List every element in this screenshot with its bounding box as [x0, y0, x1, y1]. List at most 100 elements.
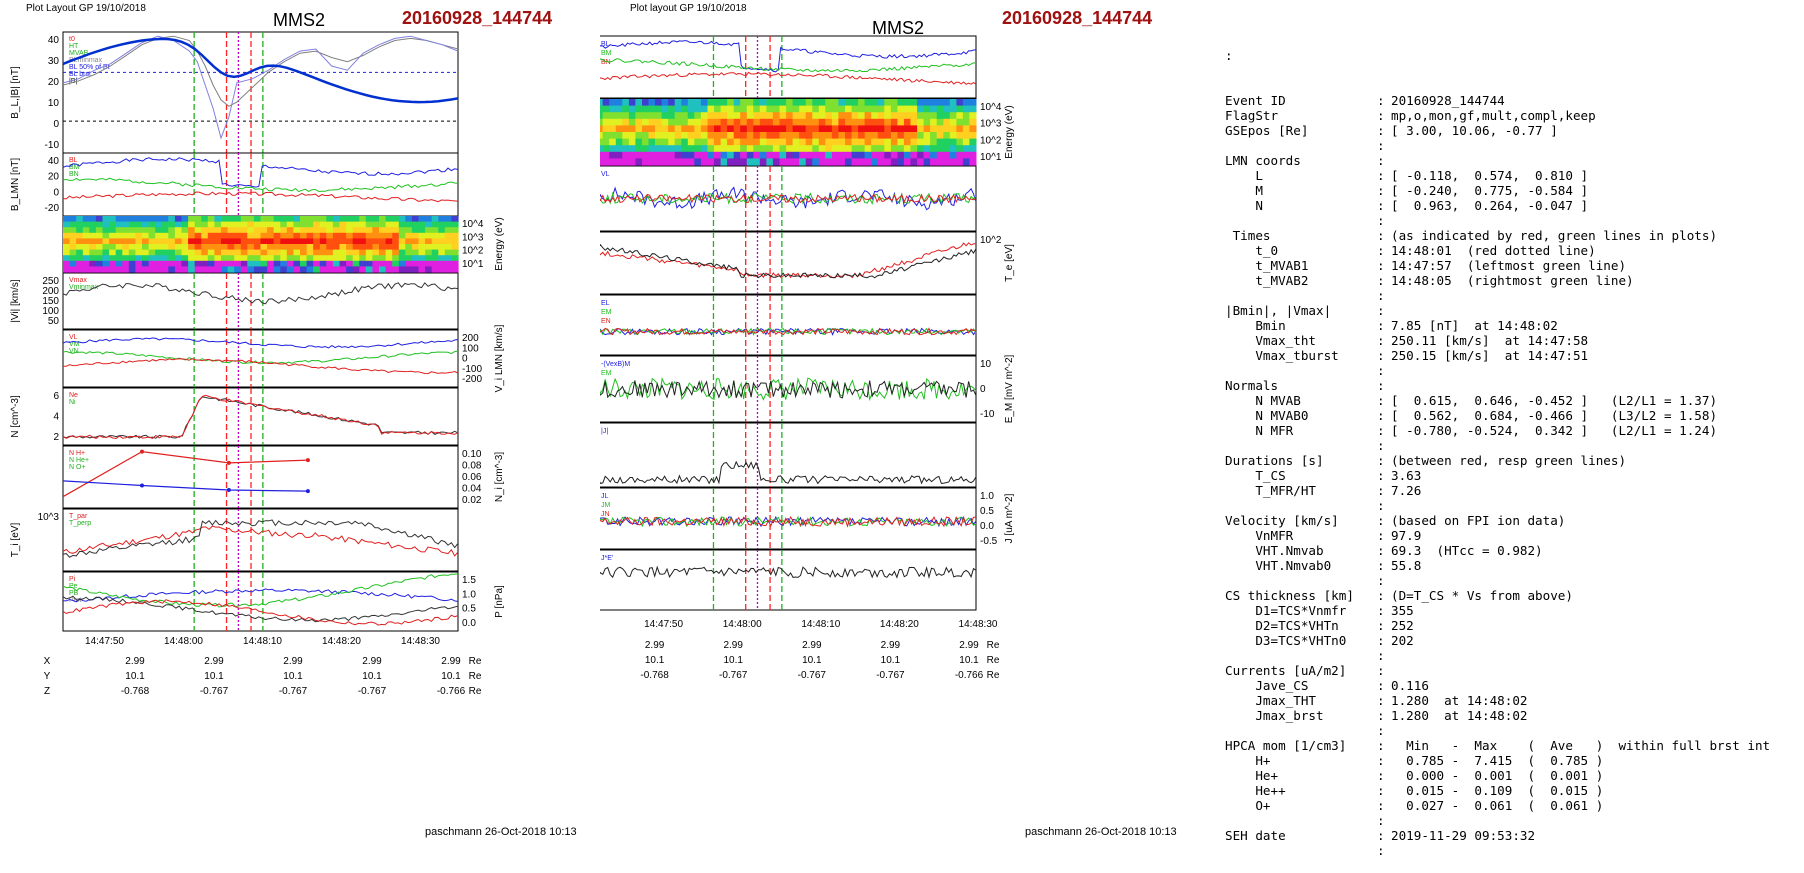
spectrogram-cell — [76, 266, 84, 273]
spectrogram-cell — [746, 145, 754, 153]
spectrogram-cell — [890, 105, 898, 113]
table-row-value: 2019-11-29 09:53:32 — [1391, 828, 1536, 843]
spectrogram-cell — [76, 216, 84, 223]
spectrogram-cell — [181, 221, 189, 228]
position-value: 10.1 — [441, 671, 461, 682]
spectrogram-cell — [700, 99, 708, 107]
spectrogram-cell — [346, 216, 354, 223]
spectrogram-cell — [221, 249, 229, 256]
spectrogram-cell — [168, 260, 176, 267]
spectrogram-cell — [280, 227, 288, 234]
spectrogram-cell — [95, 244, 104, 251]
spectrogram-cell — [332, 232, 341, 239]
spectrogram-cell — [63, 244, 71, 251]
table-row-label: Times — [1225, 228, 1271, 243]
spectrogram-cell — [812, 99, 820, 107]
spectrogram-cell — [135, 227, 143, 234]
table-row: CS thickness [km]: (D=T_CS * Vs from abov… — [1225, 588, 1800, 603]
spectrogram-cell — [95, 249, 104, 256]
series-line-te-par — [600, 242, 977, 279]
spectrogram-cell — [609, 158, 617, 166]
spectrogram-cell — [845, 118, 853, 126]
spectrogram-cell — [740, 99, 748, 107]
panel-ylabel: B_LMN [nT] — [10, 158, 21, 212]
table-row-value: 14:48:05 (rightmost green line) — [1391, 273, 1634, 288]
spectrogram-cell — [405, 244, 413, 251]
spectrogram-cell — [313, 238, 321, 245]
spectrogram-cell — [201, 232, 209, 239]
spectrogram-cell — [398, 227, 406, 234]
spectrogram-cell — [69, 266, 77, 273]
spectrogram-cell — [831, 151, 839, 159]
spectrogram-cell — [286, 221, 294, 228]
spectrogram-cell — [280, 260, 288, 267]
table-row: Currents [uA/m2]: — [1225, 663, 1800, 678]
spectrogram-cell — [286, 227, 294, 234]
table-row-label: t_MVAB2 — [1225, 273, 1309, 288]
spectrogram-cell — [69, 255, 77, 262]
spectrogram-cell — [76, 260, 84, 267]
spectrogram-cell — [326, 221, 334, 228]
spectrogram-cell — [635, 118, 643, 126]
spectrogram-cell — [332, 249, 341, 256]
spectrogram-cell — [871, 151, 879, 159]
spectrogram-cell — [300, 216, 308, 223]
spectrogram-cell — [903, 99, 911, 107]
spectrogram-cell — [313, 255, 321, 262]
spectrogram-cell — [897, 145, 905, 153]
spectrogram-cell — [805, 151, 813, 159]
legend-entry: JL — [601, 493, 609, 500]
spectrogram-cell — [313, 244, 321, 251]
spectrogram-cell — [63, 238, 71, 245]
spectrogram-cell — [903, 151, 911, 159]
spectrogram-cell — [923, 105, 931, 113]
spectrogram-cell — [332, 238, 341, 245]
spectrogram-cell — [234, 255, 242, 262]
spectrogram-cell — [903, 112, 911, 120]
spectrogram-cell — [674, 118, 682, 126]
spectrogram-cell — [95, 216, 104, 223]
table-row-separator: : — [1377, 423, 1385, 438]
spectrogram-cell — [825, 105, 833, 113]
spectrogram-cell — [135, 249, 143, 256]
spectrogram-cell — [746, 118, 754, 126]
spectrogram-cell — [700, 132, 708, 140]
spectrogram-cell — [174, 238, 183, 245]
spectrogram-cell — [346, 227, 354, 234]
spectrogram-cell — [181, 244, 189, 251]
spectrogram-cell — [214, 232, 222, 239]
spectrogram-cell — [661, 151, 669, 159]
spectrogram-cell — [786, 138, 794, 146]
y-tick-label: 0 — [980, 384, 986, 395]
spectrogram-cell — [273, 260, 281, 267]
spectrogram-cell — [884, 158, 892, 166]
spectrogram-cell — [247, 227, 255, 234]
position-value: 2.99 — [959, 640, 979, 651]
spectrogram-cell — [936, 145, 944, 153]
table-row-separator: : — [1377, 768, 1385, 783]
spectrogram-cell — [753, 151, 761, 159]
spectrogram-cell — [201, 221, 209, 228]
spectrogram-cell — [642, 132, 650, 140]
spectrogram-cell — [425, 255, 433, 262]
spectrogram-cell — [168, 221, 176, 228]
spectrogram-cell — [352, 249, 360, 256]
spectrogram-cell — [168, 216, 176, 223]
y-tick-label: 0.08 — [462, 461, 482, 472]
spectrogram-cell — [82, 244, 90, 251]
spectrogram-cell — [174, 249, 183, 256]
spectrogram-cell — [694, 145, 702, 153]
table-row: M:[ -0.240, 0.775, -0.584 ] — [1225, 183, 1800, 198]
y-tick-label: -200 — [462, 374, 482, 385]
spectrogram-cell — [194, 260, 202, 267]
spectrogram-cell — [392, 221, 400, 228]
spectrogram-cell — [700, 158, 708, 166]
spectrogram-cell — [890, 112, 898, 120]
legend-entry: JN — [601, 511, 610, 518]
spectrogram-cell — [727, 145, 735, 153]
spectrogram-cell — [253, 266, 262, 273]
spectrogram-cell — [188, 249, 196, 256]
spectrogram-cell — [792, 132, 800, 140]
spectrogram-cell — [694, 105, 702, 113]
spectrogram-cell — [306, 227, 314, 234]
